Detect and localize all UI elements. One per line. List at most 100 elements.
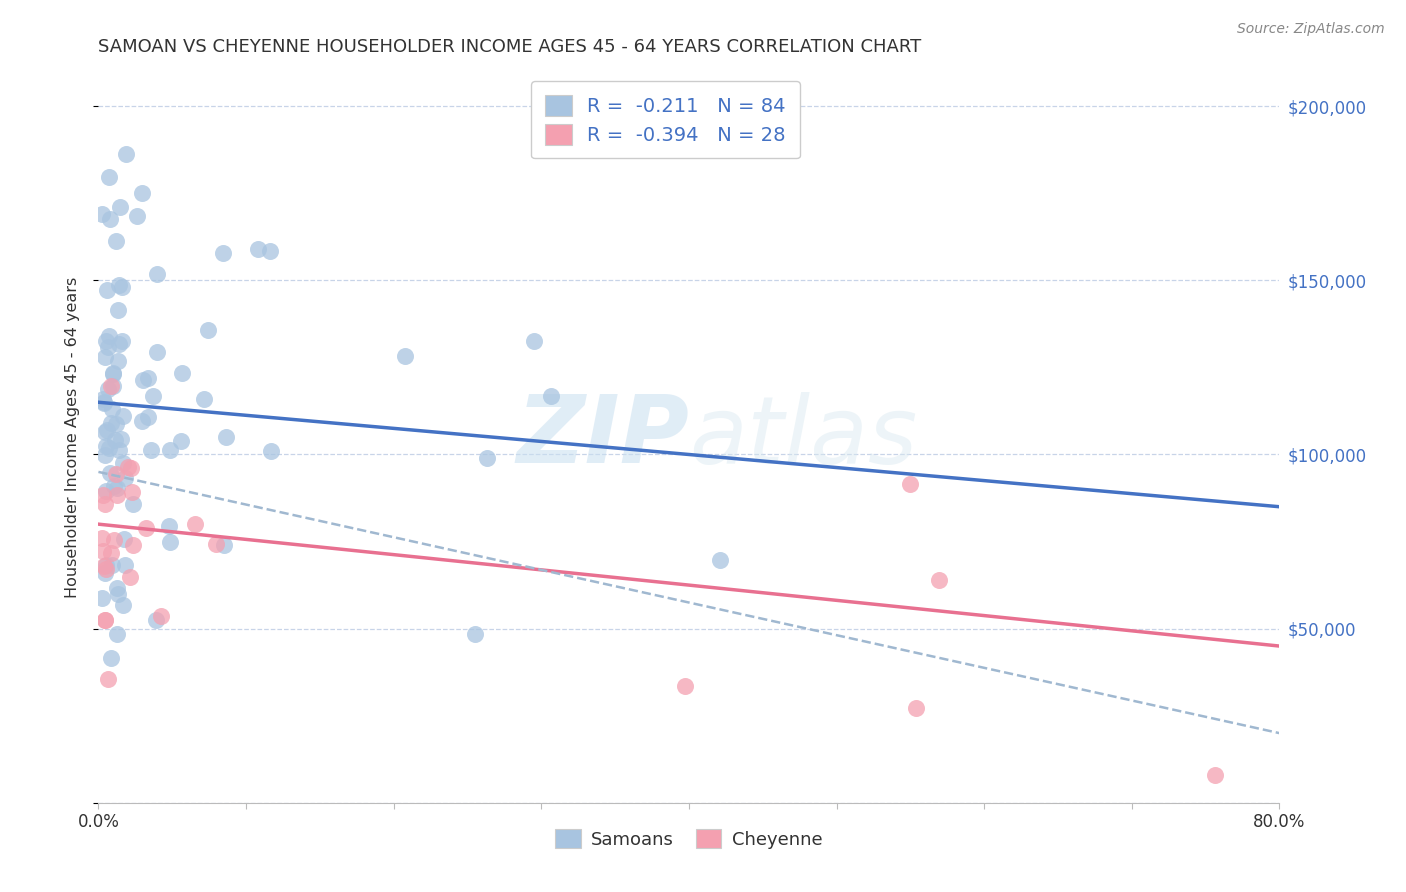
Point [464, 626, 486, 640]
Point [101, 401, 124, 416]
Point [105, 627, 128, 641]
Point [100, 546, 122, 560]
Point [110, 200, 132, 214]
Point [215, 430, 238, 444]
Point [135, 521, 157, 535]
Point [91, 544, 114, 558]
Point [94, 561, 117, 575]
Point [93, 351, 115, 365]
Text: atlas: atlas [689, 392, 917, 483]
Point [96, 439, 118, 453]
Point [98, 466, 121, 480]
Point [157, 518, 180, 533]
Point [149, 609, 172, 624]
Point [205, 537, 228, 551]
Point [170, 434, 193, 448]
Point [104, 434, 127, 448]
Point [110, 432, 132, 446]
Text: ZIP: ZIP [516, 391, 689, 483]
Point [136, 410, 159, 425]
Point [104, 234, 127, 248]
Point [100, 379, 122, 393]
Point [120, 461, 142, 475]
Point [101, 366, 124, 380]
Point [107, 443, 129, 458]
Point [94, 558, 117, 572]
Point [111, 334, 134, 348]
Point [145, 613, 167, 627]
Point [131, 414, 153, 428]
Point [122, 538, 145, 552]
Point [103, 479, 125, 493]
Point [898, 476, 921, 491]
Point [112, 456, 135, 470]
Point [97, 442, 120, 456]
Point [673, 679, 696, 693]
Text: Source: ZipAtlas.com: Source: ZipAtlas.com [1237, 22, 1385, 37]
Point [131, 186, 153, 200]
Point [928, 574, 950, 588]
Point [93, 396, 115, 410]
Point [131, 373, 153, 387]
Point [105, 417, 128, 431]
Point [125, 209, 148, 223]
Point [904, 700, 927, 714]
Point [260, 444, 283, 458]
Point [97, 340, 120, 354]
Point [105, 581, 128, 595]
Point [141, 442, 163, 457]
Point [96, 283, 118, 297]
Point [523, 334, 546, 348]
Point [104, 467, 127, 481]
Point [98, 169, 121, 184]
Point [93, 395, 115, 409]
Text: SAMOAN VS CHEYENNE HOUSEHOLDER INCOME AGES 45 - 64 YEARS CORRELATION CHART: SAMOAN VS CHEYENNE HOUSEHOLDER INCOME AG… [98, 38, 922, 56]
Point [90, 591, 112, 606]
Point [136, 371, 159, 385]
Point [145, 268, 167, 282]
Point [197, 323, 219, 337]
Point [114, 471, 136, 485]
Point [93, 559, 115, 574]
Point [107, 354, 129, 368]
Point [170, 366, 193, 380]
Point [159, 442, 181, 457]
Point [103, 367, 125, 381]
Point [91, 392, 114, 406]
Point [117, 460, 139, 475]
Point [212, 246, 235, 260]
Point [93, 566, 115, 580]
Point [94, 448, 117, 462]
Point [142, 389, 165, 403]
Point [90, 207, 112, 221]
Point [111, 599, 134, 613]
Point [114, 558, 136, 572]
Point [101, 379, 124, 393]
Point [121, 484, 143, 499]
Point [259, 244, 281, 258]
Point [103, 533, 125, 547]
Point [246, 242, 269, 256]
Point [159, 534, 181, 549]
Point [91, 531, 114, 545]
Point [121, 498, 143, 512]
Y-axis label: Householder Income Ages 45 - 64 years: Householder Income Ages 45 - 64 years [65, 277, 80, 598]
Point [184, 516, 207, 531]
Point [100, 651, 122, 665]
Point [107, 337, 129, 351]
Point [97, 672, 120, 686]
Point [100, 416, 122, 430]
Point [212, 538, 235, 552]
Point [94, 613, 117, 627]
Point [1204, 768, 1226, 782]
Point [107, 587, 129, 601]
Point [97, 382, 120, 396]
Point [107, 303, 129, 318]
Point [94, 425, 117, 439]
Point [101, 558, 124, 573]
Point [394, 350, 416, 364]
Point [96, 334, 118, 348]
Point [540, 389, 562, 403]
Point [93, 497, 115, 511]
Point [94, 483, 117, 498]
